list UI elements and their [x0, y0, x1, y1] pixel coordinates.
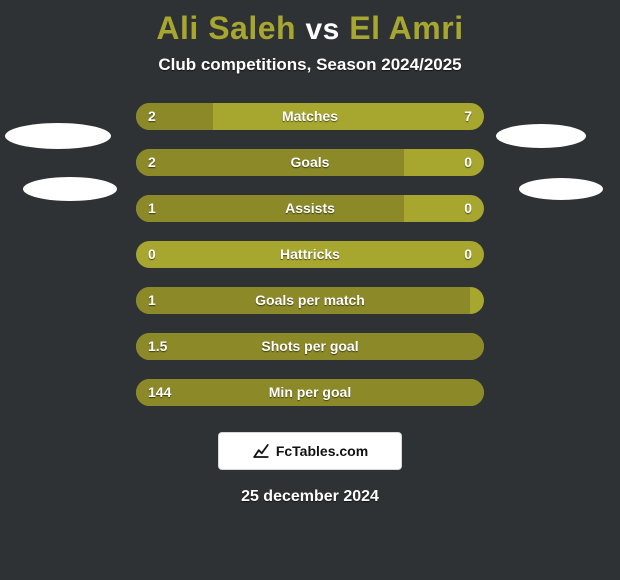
stat-row: 1.5Shots per goal	[136, 333, 484, 360]
player-silhouette-ellipse	[519, 178, 603, 200]
stat-label: Assists	[136, 195, 484, 222]
stat-bars: 2Matches72Goals01Assists00Hattricks01Goa…	[136, 103, 484, 406]
stat-row: 1Goals per match	[136, 287, 484, 314]
stat-right-value: 0	[464, 149, 472, 176]
chart-arena: 2Matches72Goals01Assists00Hattricks01Goa…	[0, 103, 620, 406]
stat-label: Goals per match	[136, 287, 484, 314]
stat-label: Hattricks	[136, 241, 484, 268]
stat-right-value: 0	[464, 241, 472, 268]
chart-icon	[252, 442, 270, 460]
stat-row: 2Goals0	[136, 149, 484, 176]
stat-label: Matches	[136, 103, 484, 130]
player-silhouette-ellipse	[23, 177, 117, 201]
stat-right-value: 7	[464, 103, 472, 130]
vs-label: vs	[305, 13, 339, 46]
player2-name: El Amri	[349, 10, 463, 46]
stat-label: Min per goal	[136, 379, 484, 406]
page-title: Ali Saleh vs El Amri	[156, 10, 463, 47]
date-label: 25 december 2024	[241, 488, 379, 506]
stat-label: Goals	[136, 149, 484, 176]
player-silhouette-ellipse	[5, 123, 111, 149]
stat-row: 2Matches7	[136, 103, 484, 130]
context-subtitle: Club competitions, Season 2024/2025	[158, 55, 461, 75]
attribution-text: FcTables.com	[276, 443, 368, 459]
stat-right-value: 0	[464, 195, 472, 222]
stat-row: 1Assists0	[136, 195, 484, 222]
stat-row: 0Hattricks0	[136, 241, 484, 268]
stat-row: 144Min per goal	[136, 379, 484, 406]
player-silhouette-ellipse	[496, 124, 586, 148]
attribution-badge[interactable]: FcTables.com	[218, 432, 402, 470]
player1-name: Ali Saleh	[156, 10, 296, 46]
comparison-widget: Ali Saleh vs El Amri Club competitions, …	[0, 0, 620, 580]
stat-label: Shots per goal	[136, 333, 484, 360]
